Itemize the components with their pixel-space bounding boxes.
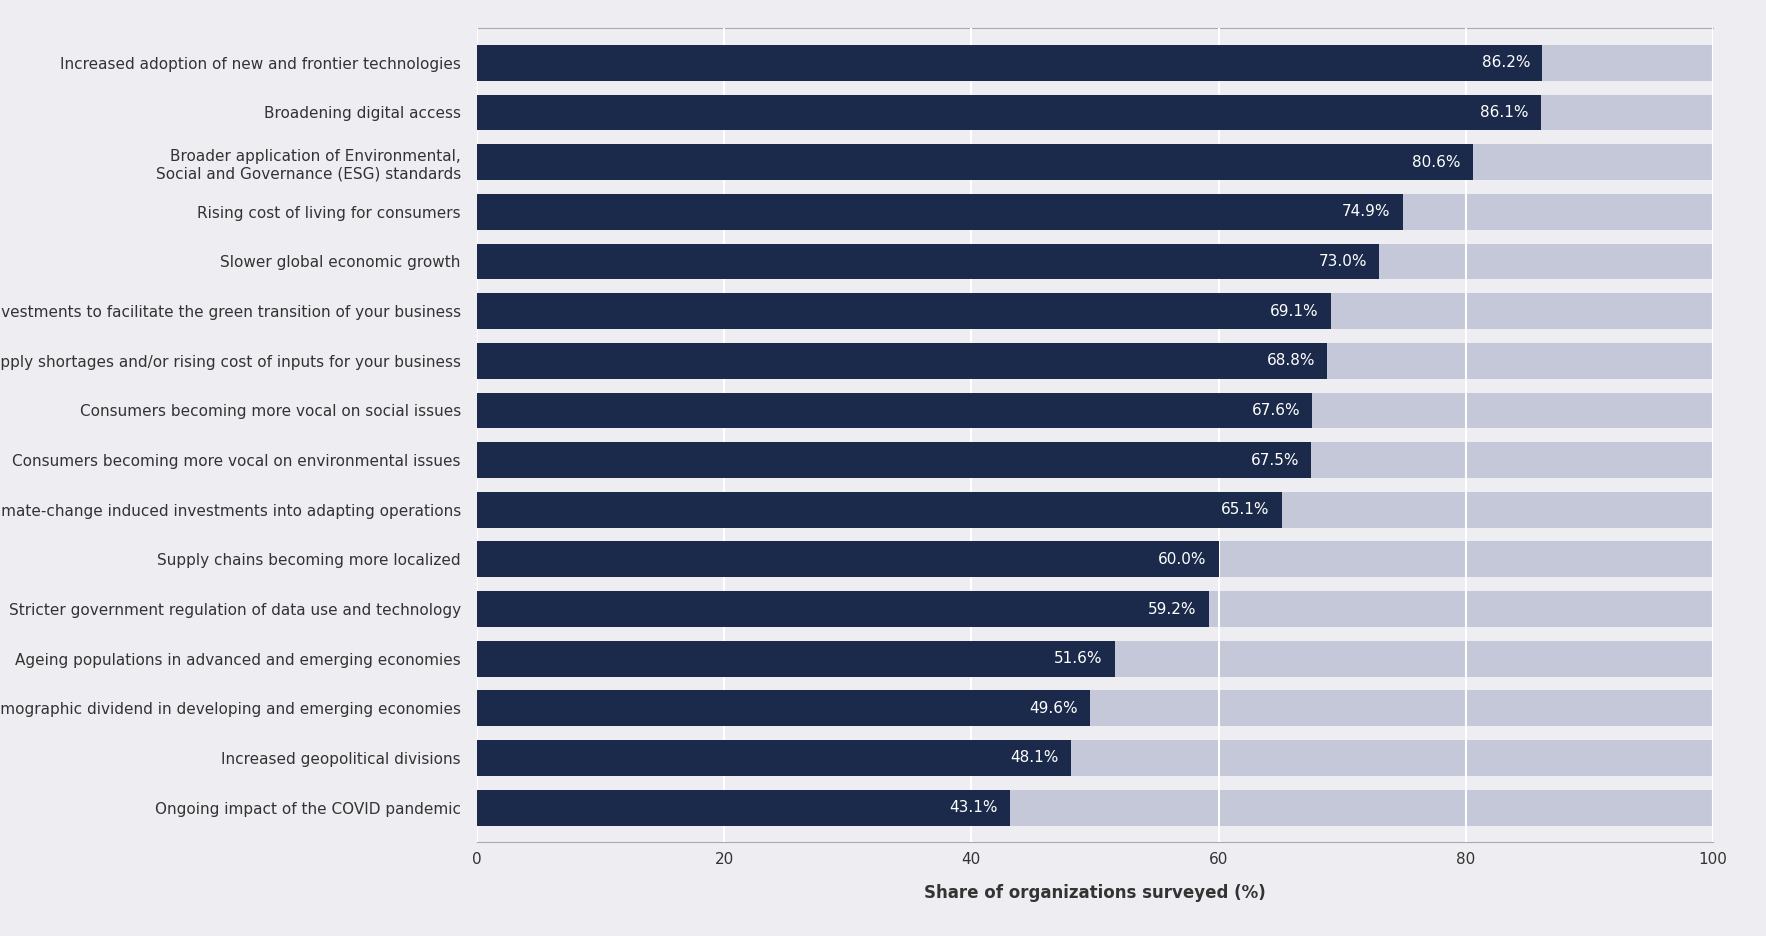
Bar bbox=[477, 343, 1713, 379]
Text: 86.1%: 86.1% bbox=[1480, 105, 1529, 120]
Bar bbox=[477, 691, 1713, 726]
Bar bbox=[477, 243, 1379, 279]
Bar bbox=[477, 392, 1312, 429]
Text: 73.0%: 73.0% bbox=[1319, 254, 1367, 269]
Bar bbox=[477, 194, 1402, 229]
Text: 60.0%: 60.0% bbox=[1158, 552, 1206, 567]
Bar bbox=[477, 740, 1713, 776]
Text: 65.1%: 65.1% bbox=[1220, 503, 1270, 518]
Text: 43.1%: 43.1% bbox=[948, 800, 998, 815]
Bar bbox=[477, 243, 1713, 279]
Text: 49.6%: 49.6% bbox=[1030, 701, 1077, 716]
Bar bbox=[477, 641, 1114, 677]
Bar bbox=[477, 592, 1713, 627]
Bar bbox=[477, 442, 1310, 478]
Bar bbox=[477, 95, 1713, 130]
Bar bbox=[477, 790, 1010, 826]
Text: 68.8%: 68.8% bbox=[1266, 353, 1316, 368]
Bar bbox=[477, 343, 1328, 379]
Bar bbox=[477, 740, 1072, 776]
Bar bbox=[477, 542, 1713, 578]
Bar bbox=[477, 392, 1713, 429]
Text: 48.1%: 48.1% bbox=[1010, 751, 1060, 766]
Bar bbox=[477, 641, 1713, 677]
Text: 86.2%: 86.2% bbox=[1482, 55, 1529, 70]
Text: 74.9%: 74.9% bbox=[1342, 204, 1390, 219]
Bar bbox=[477, 194, 1713, 229]
Bar bbox=[477, 592, 1208, 627]
Bar bbox=[477, 144, 1713, 180]
Bar bbox=[477, 45, 1542, 80]
Bar bbox=[477, 491, 1282, 528]
Text: 80.6%: 80.6% bbox=[1413, 154, 1460, 169]
Bar bbox=[477, 293, 1713, 329]
Bar bbox=[477, 45, 1713, 80]
Bar bbox=[477, 144, 1473, 180]
Text: 51.6%: 51.6% bbox=[1054, 651, 1102, 666]
Bar bbox=[477, 691, 1090, 726]
Text: 67.6%: 67.6% bbox=[1252, 402, 1300, 417]
Text: 67.5%: 67.5% bbox=[1250, 453, 1300, 468]
Text: 59.2%: 59.2% bbox=[1148, 602, 1196, 617]
Bar bbox=[477, 442, 1713, 478]
Text: 69.1%: 69.1% bbox=[1270, 303, 1319, 318]
Bar bbox=[477, 293, 1332, 329]
Bar bbox=[477, 542, 1219, 578]
Bar bbox=[477, 95, 1542, 130]
X-axis label: Share of organizations surveyed (%): Share of organizations surveyed (%) bbox=[924, 884, 1266, 901]
Bar bbox=[477, 491, 1713, 528]
Bar bbox=[477, 790, 1713, 826]
